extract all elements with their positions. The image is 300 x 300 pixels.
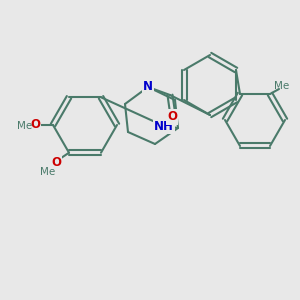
Text: Me: Me	[274, 81, 290, 91]
Text: O: O	[30, 118, 40, 131]
Text: NH: NH	[154, 119, 174, 133]
Text: Me: Me	[40, 167, 56, 177]
Text: O: O	[167, 110, 177, 124]
Text: Me: Me	[17, 121, 33, 131]
Text: O: O	[51, 156, 61, 169]
Text: N: N	[143, 80, 153, 94]
